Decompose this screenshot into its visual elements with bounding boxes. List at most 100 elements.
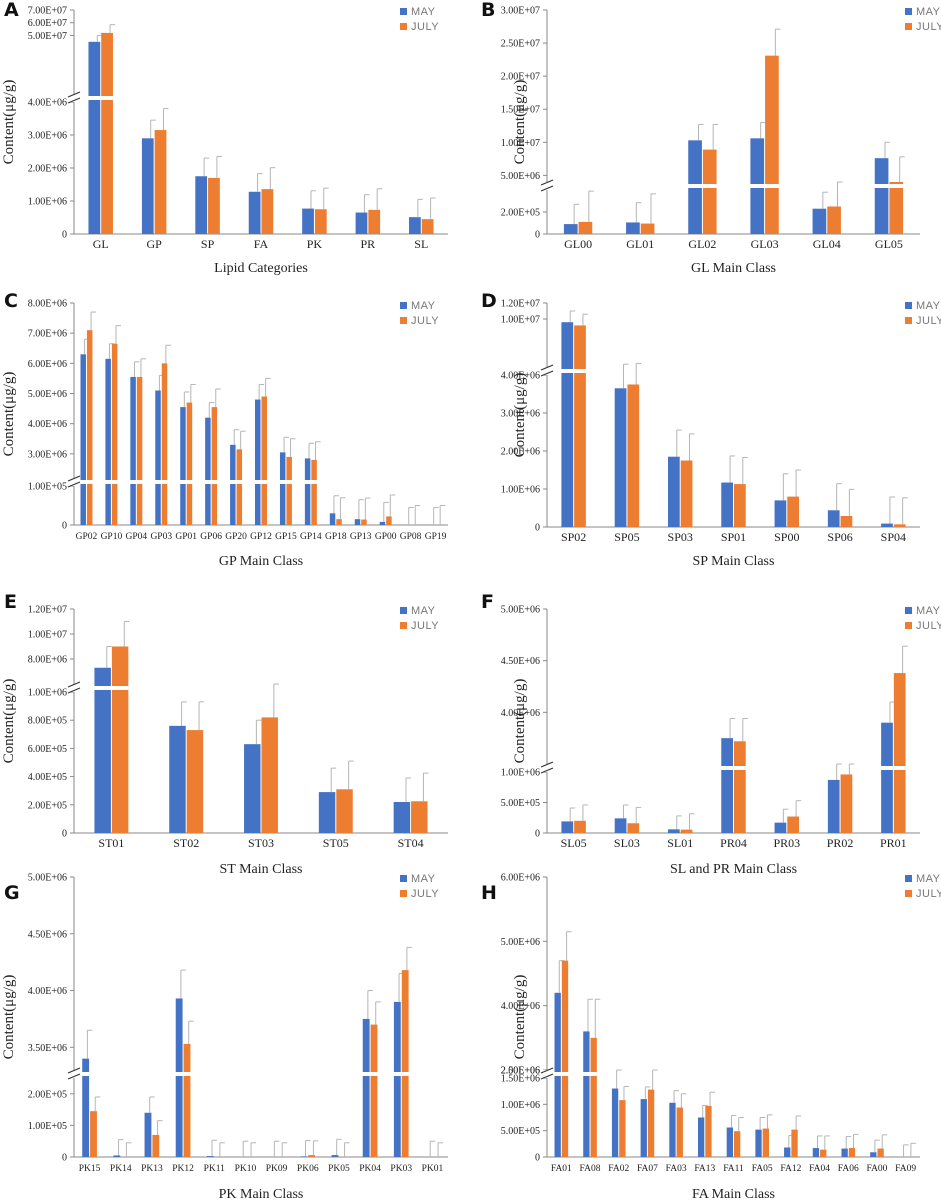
x-category-label: GL04 [813,237,841,251]
y-tick-label: 6.00E+06 [501,873,540,884]
x-category-label: PK09 [266,1164,288,1174]
y-tick-label: 2.00E+05 [501,208,540,219]
bar-may [561,322,574,527]
bar-break-gap [561,1072,569,1076]
legend: MAY JULY [400,605,439,632]
bar-july [336,789,353,833]
bar-may [409,217,421,234]
x-category-label: FA01 [551,1164,572,1174]
axis-break-marker [67,91,81,104]
x-category-label: GP [146,237,162,251]
bar-july [361,519,367,525]
y-tick-label: 3.00E+06 [28,131,67,142]
bar-break-gap [888,184,904,188]
bar-may [144,1112,152,1157]
x-category-label: GP19 [425,532,447,542]
bar-may [169,725,186,833]
x-category-label: PK [307,237,323,251]
bar-may [329,513,336,525]
bar-july [136,376,143,525]
bar-july [877,1148,884,1157]
y-tick-label: 5.00E+06 [28,873,67,884]
legend-label-may: MAY [916,605,941,617]
bar-may [726,1127,733,1157]
bar-july [820,1149,827,1157]
bar-july [705,1105,712,1157]
panel-g: G 0 1.00E+05 2.00E+05 3.50E+06 4.00E+06 4.50E+… [1,873,448,1202]
bar-may [355,212,368,234]
bar-may [614,818,627,833]
x-category-label: SL [414,237,428,251]
bar-may [721,482,733,527]
legend-label-may: MAY [411,605,436,617]
y-tick-label: 6.00E+07 [28,18,67,29]
bar-break-gap [702,184,718,188]
bar-break-gap [183,1072,191,1076]
bar-july [734,484,746,527]
x-category-label: PR01 [880,836,907,850]
y-tick-label: 1.00E+07 [501,138,540,149]
y-tick-label: 1.00E+06 [501,485,540,496]
legend-swatch-july [905,890,912,897]
bar-july [627,823,640,833]
x-category-label: SL01 [667,836,693,850]
bar-july [765,55,779,235]
bar-july [421,219,434,234]
bar-may [205,417,211,525]
bar-break-gap [81,1072,90,1076]
bar-july [590,1037,597,1157]
bar-july [840,774,853,833]
y-tick-label: 1.00E+05 [28,482,67,493]
x-category-label: FA13 [694,1164,715,1174]
y-tick-label: 1.00E+07 [501,315,540,326]
y-tick-label: 5.00E+07 [28,31,67,42]
bar-may [874,158,889,234]
x-category-label: GP10 [101,532,123,542]
axis-break-marker [540,364,554,377]
bar-july [787,496,800,527]
bar-july [647,1089,655,1157]
bar-july [791,1129,798,1157]
bar-july [680,460,693,527]
x-category-label: GL05 [875,237,903,251]
y-tick-label: 0 [535,829,540,840]
bar-may [230,444,236,525]
y-tick-label: 1.50E+06 [501,1074,540,1085]
bar-july [411,801,428,833]
legend-label-may: MAY [916,6,941,18]
bar-may [80,354,86,525]
bar-july [827,206,841,234]
x-category-label: ST04 [398,836,424,850]
bar-may [827,510,840,527]
panel-c: C 0 1.00E+05 3.00E+06 4.00E+06 5.00E+06 6.00E+… [1,290,448,569]
bar-break-gap [362,1072,371,1076]
bar-break-gap [393,1072,402,1076]
bar-break-gap [236,480,243,484]
y-tick-label: 8.00E+05 [28,716,67,727]
x-category-label: FA07 [637,1164,658,1174]
bar-july [186,402,193,525]
bar-break-gap [129,480,137,484]
x-category-label: FA08 [580,1164,601,1174]
legend-label-may: MAY [411,873,436,885]
bar-may [180,407,186,525]
bar-may [82,1058,90,1157]
y-tick-label: 5.00E+06 [501,171,540,182]
bar-july [152,1134,160,1157]
bar-july [161,363,168,525]
legend-swatch-may [905,607,912,614]
panel-e: E 0 2.00E+05 4.00E+05 6.00E+05 8.00E+05 1.00E+… [1,591,448,877]
x-axis-title: PK Main Class [219,1187,304,1202]
bar-july [401,970,409,1157]
panel-d: D 0 1.00E+06 2.00E+06 3.00E+06 4.00E+06 1.00E+… [481,290,941,569]
bar-may [611,1088,619,1157]
x-axis-title: SL and PR Main Class [670,862,797,877]
y-tick-label: 2.00E+06 [28,164,67,175]
y-tick-label: 4.50E+06 [28,929,67,940]
legend: MAY JULY [400,6,439,33]
x-category-label: GP20 [225,532,247,542]
bar-may [379,521,386,525]
bar-break-gap [204,480,212,484]
x-category-label: FA06 [838,1164,859,1174]
